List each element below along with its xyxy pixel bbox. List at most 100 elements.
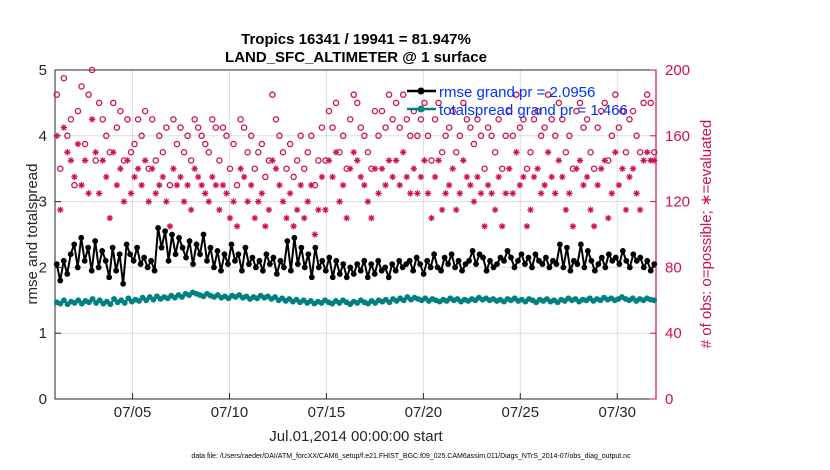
evaluated-count-point bbox=[389, 173, 396, 181]
rmse-point bbox=[567, 267, 574, 274]
evaluated-count-point bbox=[640, 157, 647, 164]
rmse-point bbox=[183, 254, 189, 261]
rmse-point bbox=[389, 261, 396, 268]
plot-area bbox=[54, 69, 657, 400]
y-axis-label-left: rmse and totalspread bbox=[24, 164, 41, 305]
rmse-point bbox=[574, 261, 581, 268]
possible-count-point bbox=[608, 132, 616, 140]
rmse-point bbox=[501, 257, 507, 264]
rmse-point bbox=[127, 251, 134, 258]
evaluated-count-point bbox=[237, 165, 244, 172]
evaluated-count-point bbox=[205, 198, 212, 205]
evaluated-count-point bbox=[456, 190, 463, 197]
evaluated-count-point bbox=[95, 190, 103, 197]
x-tick-label: 07/15 bbox=[308, 404, 346, 421]
possible-count-point bbox=[495, 116, 502, 123]
possible-count-point bbox=[74, 107, 82, 115]
evaluated-count-point bbox=[124, 157, 131, 164]
evaluated-count-point bbox=[587, 206, 594, 214]
rmse-point bbox=[109, 244, 116, 251]
possible-count-point bbox=[619, 107, 626, 115]
evaluated-count-point bbox=[149, 165, 156, 172]
rmse-point bbox=[120, 280, 127, 287]
right-tick-label: 160 bbox=[665, 128, 690, 145]
rmse-point bbox=[577, 241, 584, 248]
rmse-point bbox=[204, 257, 210, 264]
rmse-point bbox=[67, 251, 74, 258]
possible-count-point bbox=[513, 91, 520, 98]
right-tick-label: 120 bbox=[665, 194, 690, 211]
rmse-point bbox=[529, 264, 535, 271]
possible-count-point bbox=[78, 83, 85, 90]
possible-count-point bbox=[414, 132, 421, 140]
possible-count-point bbox=[258, 140, 266, 148]
evaluated-count-point bbox=[513, 149, 520, 156]
rmse-point bbox=[504, 248, 511, 254]
possible-count-point bbox=[460, 99, 467, 107]
possible-count-point bbox=[442, 132, 449, 140]
evaluated-count-point bbox=[279, 198, 287, 205]
evaluated-count-point bbox=[605, 214, 612, 222]
evaluated-count-point bbox=[173, 181, 181, 189]
evaluated-count-point bbox=[364, 198, 372, 205]
rmse-point bbox=[326, 254, 333, 261]
rmse-point bbox=[406, 257, 413, 264]
evaluated-count-point bbox=[88, 116, 96, 123]
evaluated-count-point bbox=[576, 157, 584, 164]
possible-count-point bbox=[127, 148, 135, 156]
possible-count-point bbox=[290, 173, 297, 181]
possible-count-point bbox=[647, 99, 654, 107]
rmse-point bbox=[336, 271, 343, 277]
evaluated-count-point bbox=[378, 165, 386, 172]
possible-count-point bbox=[60, 74, 68, 82]
rmse-point bbox=[137, 261, 144, 268]
possible-count-point bbox=[255, 148, 262, 156]
rmse-point bbox=[312, 244, 319, 251]
possible-count-point bbox=[364, 148, 372, 156]
evaluated-count-point bbox=[350, 149, 357, 156]
evaluated-count-point bbox=[212, 181, 220, 189]
rmse-point bbox=[144, 264, 151, 271]
rmse-point bbox=[141, 254, 148, 261]
rmse-point bbox=[385, 274, 392, 281]
possible-count-point bbox=[477, 132, 485, 140]
rmse-point bbox=[591, 267, 598, 274]
rmse-point bbox=[563, 244, 570, 251]
rmse-point bbox=[350, 271, 357, 277]
possible-count-point bbox=[279, 148, 287, 156]
evaluated-count-point bbox=[106, 214, 113, 222]
rmse-point bbox=[239, 267, 245, 274]
rmse-point bbox=[235, 251, 242, 258]
rmse-point bbox=[74, 264, 81, 271]
possible-count-point bbox=[559, 116, 566, 123]
possible-count-point bbox=[431, 116, 439, 123]
evaluated-count-point bbox=[272, 165, 280, 172]
rmse-point bbox=[95, 264, 102, 271]
left-y-axis-ticks: 0 1 2 3 4 5 bbox=[39, 62, 61, 408]
evaluated-count-point bbox=[248, 181, 255, 189]
rmse-point bbox=[640, 264, 647, 271]
possible-count-point bbox=[562, 148, 570, 156]
evaluated-count-point bbox=[269, 157, 276, 164]
rmse-point bbox=[522, 261, 528, 268]
possible-count-point bbox=[357, 124, 365, 131]
rmse-point bbox=[354, 261, 361, 268]
possible-count-point bbox=[191, 116, 198, 123]
possible-count-point bbox=[272, 116, 280, 123]
possible-count-point bbox=[138, 132, 145, 140]
possible-count-point bbox=[537, 132, 545, 140]
possible-count-point bbox=[85, 91, 92, 98]
possible-count-point bbox=[502, 132, 509, 140]
rmse-point bbox=[218, 267, 224, 274]
rmse-point bbox=[280, 264, 287, 271]
possible-count-point bbox=[201, 140, 209, 148]
evaluated-count-point bbox=[308, 181, 315, 189]
rmse-point bbox=[445, 261, 451, 268]
evaluated-count-point bbox=[431, 173, 439, 181]
possible-count-point bbox=[506, 107, 513, 115]
possible-count-point bbox=[445, 124, 453, 131]
rmse-point bbox=[287, 267, 294, 274]
possible-count-point bbox=[643, 91, 651, 98]
possible-count-point bbox=[551, 132, 559, 140]
possible-count-point bbox=[396, 124, 403, 131]
